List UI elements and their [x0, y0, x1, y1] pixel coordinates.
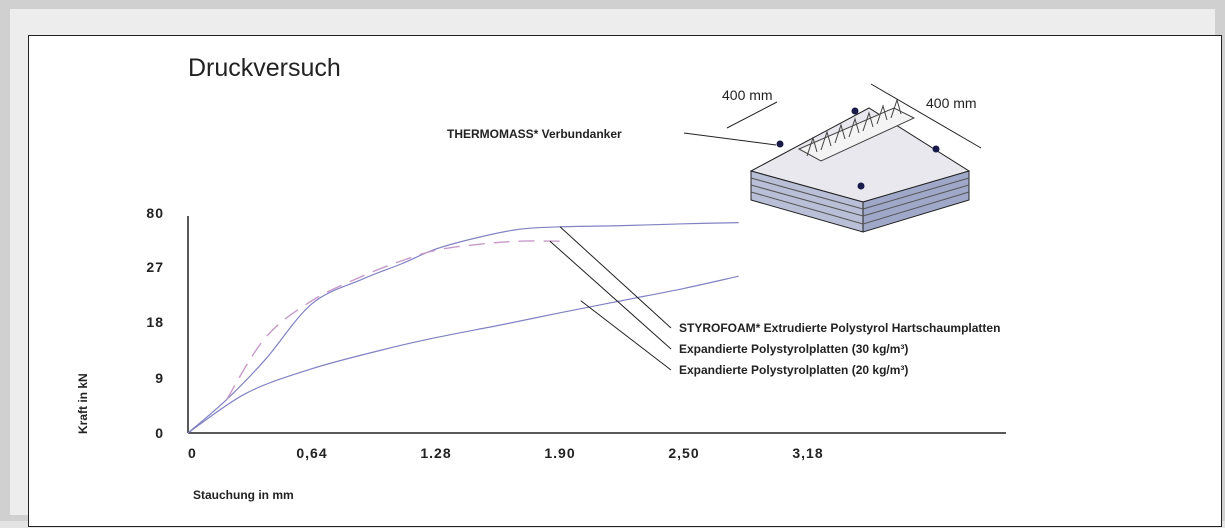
slab-layers [750, 177, 970, 225]
legend-leader-line [549, 240, 672, 350]
legend-label-3: Expandierte Polystyrolplatten (20 kg/m³) [679, 363, 908, 377]
series-line-3 [187, 275, 739, 434]
chart: Druckversuch [76, 54, 1006, 502]
y-tick-label: 80 [146, 205, 164, 221]
dimension-line-right [870, 83, 982, 149]
legend-leader-lines [549, 226, 672, 371]
legend-leader-line [559, 226, 672, 329]
y-tick-label: 18 [146, 314, 164, 330]
dimension-label-a: 400 mm [722, 87, 773, 103]
x-tick-label: 1.28 [420, 445, 451, 461]
dimension-line-left [726, 101, 778, 129]
x-tick-labels: 0 0,64 1.28 1.90 2,50 3,18 [188, 445, 823, 461]
chart-title: Druckversuch [188, 54, 341, 82]
series-line-1 [187, 222, 739, 434]
anchor-dot [932, 145, 940, 153]
anchor-dot [851, 107, 859, 115]
anchor-dot [857, 182, 865, 190]
x-tick-label: 0,64 [296, 445, 327, 461]
series-line-2 [226, 240, 561, 400]
anchor-label: THERMOMASS* Verbundanker [447, 127, 622, 141]
anchor-strip [797, 107, 916, 162]
chart-panel: Druckversuch [28, 35, 1222, 527]
series-curves [187, 222, 739, 434]
anchor-dot [776, 140, 784, 148]
y-tick-label: 0 [155, 425, 164, 441]
label-leader-line [683, 132, 777, 146]
legend-label-2: Expandierte Polystyrolplatten (30 kg/m³) [679, 342, 908, 356]
y-tick-label: 27 [146, 259, 164, 275]
legend-label-1: STYROFOAM* Extrudierte Polystyrol Hartsc… [679, 321, 1000, 335]
x-tick-label: 0 [188, 445, 197, 461]
x-tick-label: 2,50 [668, 445, 699, 461]
axes [187, 216, 1006, 434]
anchor-spikes [806, 98, 902, 157]
dimension-label-b: 400 mm [926, 95, 977, 111]
x-axis-label: Stauchung in mm [193, 488, 294, 502]
legend: STYROFOAM* Extrudierte Polystyrol Hartsc… [679, 321, 1000, 377]
y-tick-labels: 0 9 18 27 80 [146, 205, 164, 441]
x-tick-label: 3,18 [792, 445, 823, 461]
x-tick-label: 1.90 [544, 445, 575, 461]
y-axis-label: Kraft in kN [76, 373, 90, 434]
legend-leader-line [580, 300, 672, 371]
y-tick-label: 9 [155, 370, 164, 386]
specimen-illustration: 400 mm 400 mm THERMOMASS* Verbundanker [447, 83, 982, 233]
